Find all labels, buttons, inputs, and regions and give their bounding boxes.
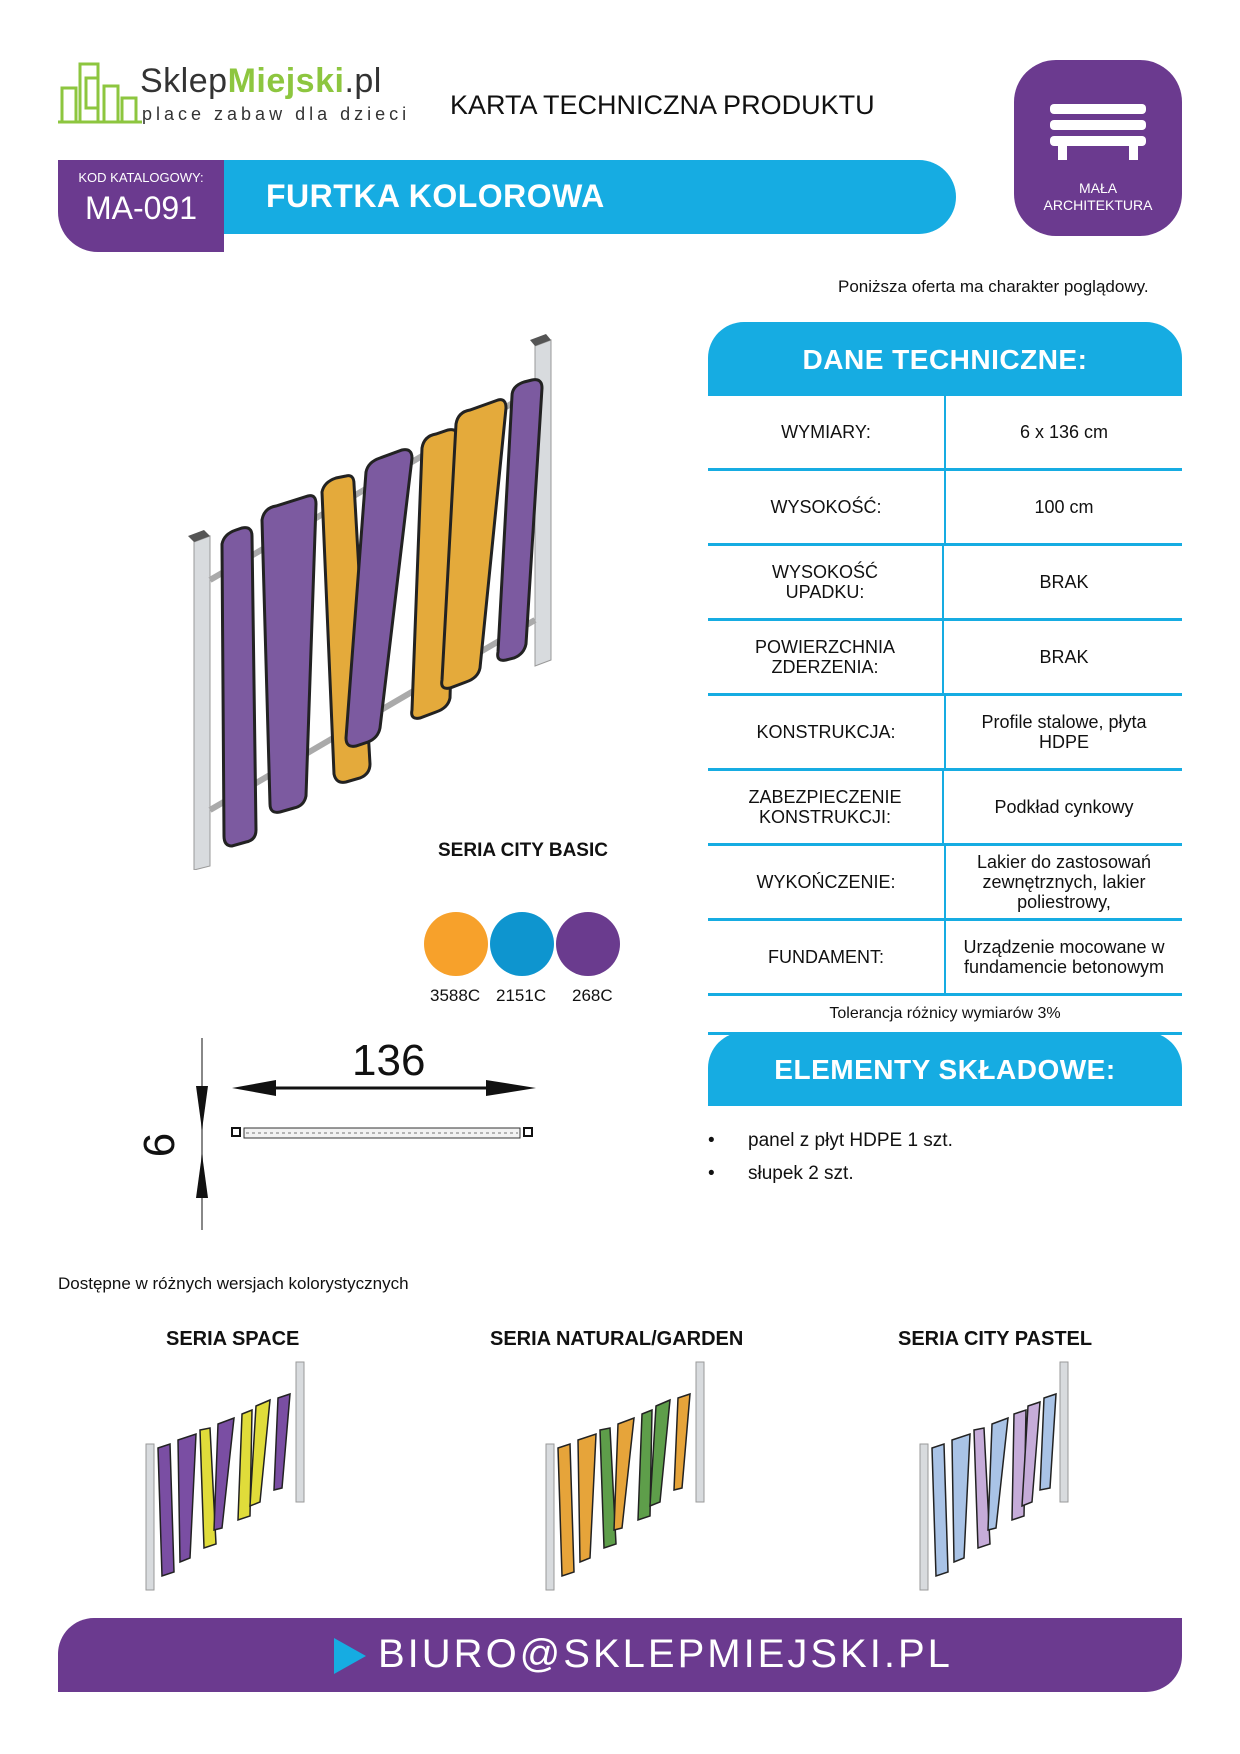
table-row: WYKOŃCZENIE: Lakier do zastosowań zewnęt… — [708, 846, 1182, 921]
logo-tagline: place zabaw dla dzieci — [142, 104, 411, 124]
category-badge: MAŁA ARCHITEKTURA — [1014, 60, 1182, 236]
table-row: FUNDAMENT: Urządzenie mocowane w fundame… — [708, 921, 1182, 996]
color-code: 268C — [572, 986, 613, 1005]
catalog-code-label: KOD KATALOGOWY: — [78, 170, 204, 185]
category-label: MAŁA ARCHITEKTURA — [1014, 180, 1182, 214]
spec-value: Profile stalowe, płyta HDPE — [981, 712, 1147, 752]
series-label-space: SERIA SPACE — [166, 1328, 300, 1350]
elements-header: ELEMENTY SKŁADOWE: — [708, 1032, 1182, 1106]
table-row: ZABEZPIECZENIE KONSTRUKCJI: Podkład cynk… — [708, 771, 1182, 846]
spec-label: WYMIARY: — [708, 396, 946, 468]
spec-label: ZABEZPIECZENIE KONSTRUKCJI: — [708, 771, 944, 843]
color-swatch-orange — [424, 912, 488, 976]
color-swatch-purple — [556, 912, 620, 976]
color-code: 3588C — [430, 986, 481, 1005]
series-label-city-pastel: SERIA CITY PASTEL — [898, 1328, 1093, 1350]
list-item: • panel z płyt HDPE 1 szt. — [708, 1130, 953, 1151]
table-row: WYSOKOŚĆ UPADKU: BRAK — [708, 546, 1182, 621]
elements-list: • panel z płyt HDPE 1 szt. • słupek 2 szt. — [708, 1124, 953, 1190]
logo-brand-part1: Sklep — [140, 62, 228, 100]
spec-value: 100 cm — [1034, 497, 1094, 517]
dimension-drawing — [196, 1038, 536, 1230]
specs-table: WYMIARY: 6 x 136 cm WYSOKOŚĆ: 100 cm WYS… — [708, 396, 1182, 1035]
available-note: Dostępne w różnych wersjach kolorystyczn… — [58, 1274, 409, 1293]
disclaimer: Poniższa oferta ma charakter poglądowy. — [838, 277, 1149, 296]
spec-value: Lakier do zastosowań zewnętrznych, lakie… — [976, 852, 1152, 912]
document-title: KARTA TECHNICZNA PRODUKTU — [450, 90, 875, 120]
logo-brand-part2: Miejski — [227, 62, 345, 100]
spec-value: 6 x 136 cm — [1019, 422, 1109, 442]
color-code: 2151C — [496, 986, 547, 1005]
table-row: POWIERZCHNIA ZDERZENIA: BRAK — [708, 621, 1182, 696]
spec-value: BRAK — [1039, 572, 1089, 592]
catalog-code-box: KOD KATALOGOWY: MA-091 — [58, 160, 224, 252]
play-arrow-icon — [334, 1638, 366, 1674]
logo-icon — [58, 62, 142, 124]
specs-header: DANE TECHNICZNE: — [708, 322, 1182, 396]
tolerance-note: Tolerancja różnicy wymiarów 3% — [708, 996, 1182, 1035]
spec-label: KONSTRUKCJA: — [708, 696, 946, 768]
logo-wordmark[interactable]: SklepMiejski.pl — [140, 62, 382, 101]
spec-label: WYSOKOŚĆ: — [708, 471, 946, 543]
color-swatch-blue — [490, 912, 554, 976]
main-series-label: SERIA CITY BASIC — [438, 840, 608, 861]
series-label-natural-garden: SERIA NATURAL/GARDEN — [490, 1328, 744, 1350]
spec-label: FUNDAMENT: — [708, 921, 946, 993]
series-space-image — [145, 1361, 305, 1591]
spec-value: Urządzenie mocowane w fundamencie betono… — [963, 937, 1165, 977]
footer-bar — [58, 1618, 1182, 1692]
spec-value: BRAK — [1039, 647, 1089, 667]
catalog-code: MA-091 — [84, 190, 198, 226]
dimension-depth: 6 — [135, 1132, 185, 1158]
category-label-line2: ARCHITEKTURA — [1043, 197, 1153, 213]
table-row: WYMIARY: 6 x 136 cm — [708, 396, 1182, 471]
dimension-width: 136 — [352, 1036, 426, 1085]
list-item-text: panel z płyt HDPE 1 szt. — [748, 1130, 953, 1151]
product-name: FURTKA KOLOROWA — [266, 178, 605, 214]
product-name-bar — [150, 160, 956, 234]
spec-label: WYKOŃCZENIE: — [708, 846, 946, 918]
spec-label: WYSOKOŚĆ UPADKU: — [708, 546, 944, 618]
footer-email-link[interactable]: BIURO@SKLEPMIEJSKI.PL — [378, 1632, 953, 1676]
bench-icon — [1050, 104, 1146, 160]
series-city-pastel-image — [919, 1361, 1069, 1591]
series-natural-garden-image — [545, 1361, 705, 1591]
logo-brand-part3: .pl — [344, 62, 382, 100]
list-item-text: słupek 2 szt. — [748, 1163, 854, 1184]
list-item: • słupek 2 szt. — [708, 1163, 854, 1184]
table-row: KONSTRUKCJA: Profile stalowe, płyta HDPE — [708, 696, 1182, 771]
spec-label: POWIERZCHNIA ZDERZENIA: — [708, 621, 944, 693]
product-image — [188, 334, 552, 870]
category-label-line1: MAŁA — [1078, 180, 1118, 196]
table-row: WYSOKOŚĆ: 100 cm — [708, 471, 1182, 546]
spec-value: Podkład cynkowy — [994, 797, 1134, 817]
